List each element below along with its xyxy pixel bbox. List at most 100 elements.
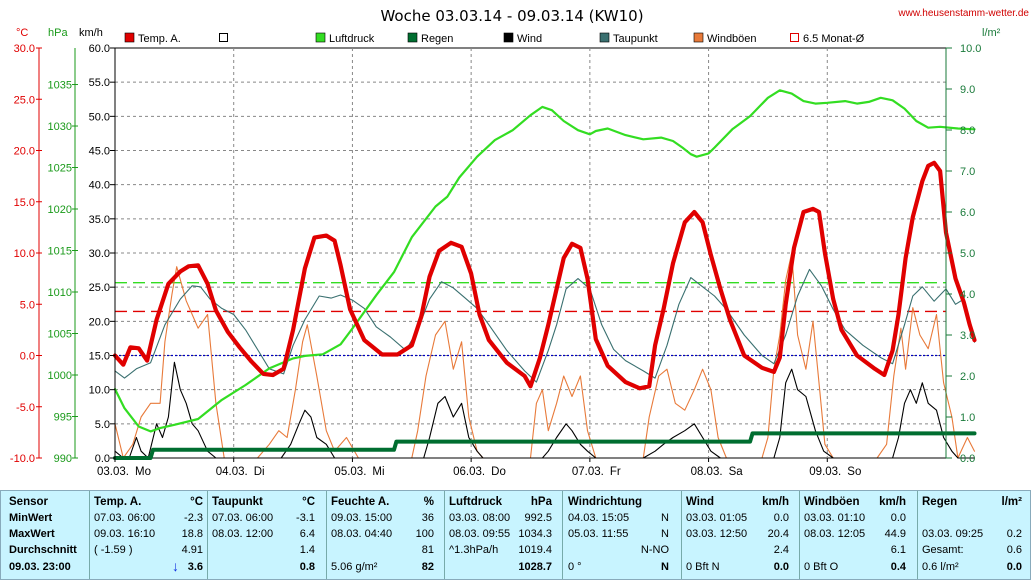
temp-axis-unit: °C — [16, 27, 28, 39]
stats-dew-value: -3.1 — [296, 512, 315, 524]
stats-wind-value: 20.4 — [767, 528, 789, 540]
wind-tick-label: 50.0 — [89, 111, 110, 123]
column-separator — [444, 491, 445, 579]
stats-gust-value: 0.0 — [890, 512, 906, 524]
wind-tick-label: 35.0 — [89, 214, 110, 226]
legend-swatch — [407, 32, 418, 43]
legend: Temp. A. Luftdruck Regen Wind Taupunkt Windbö… — [124, 32, 865, 45]
site-link[interactable]: www.heusenstamm-wetter.de — [897, 8, 1029, 19]
wind-tick-label: 15.0 — [89, 351, 110, 363]
rain-tick-label: 0.0 — [960, 453, 975, 465]
stats-row-label: MaxWert — [9, 528, 55, 540]
stats-gust-header: Windböen — [804, 496, 860, 508]
x-tick-day: 05.03. — [334, 466, 366, 478]
stats-hum-value: 82 — [421, 561, 434, 573]
pressure-tick-label: 1025 — [48, 163, 72, 175]
legend-label: Regen — [421, 33, 453, 45]
stats-press-value: 992.5 — [524, 512, 552, 524]
stats-wdir-time: 04.03. 15:05 — [568, 512, 630, 524]
stats-rain-header: Regen — [922, 496, 958, 508]
stats-dew-value: 0.8 — [299, 561, 315, 573]
pressure-tick-label: 1010 — [48, 287, 72, 299]
x-tick-day: 06.03. — [453, 466, 485, 478]
stats-dew-header: Taupunkt — [212, 496, 263, 508]
stats-wind-time: 03.03. 01:05 — [686, 512, 748, 524]
column-separator — [681, 491, 682, 579]
chart-title: Woche 03.03.14 - 09.03.14 (KW10) — [380, 7, 643, 25]
pressure-tick-label: 1030 — [48, 121, 72, 133]
stats-gust-value: 0.4 — [890, 561, 906, 573]
stats-press-value: 1028.7 — [518, 561, 552, 573]
rain-tick-label: 5.0 — [960, 248, 975, 260]
stats-wdir-value: N — [661, 561, 669, 573]
weather-chart: °C hPa km/h l/m² 30.0 25.0 20.0 15.0 10.0 5.0 0.0 -… — [10, 7, 1030, 478]
stats-hum-unit: % — [423, 496, 434, 508]
legend-swatch — [790, 33, 799, 42]
stats-dew-time: 08.03. 12:00 — [212, 528, 274, 540]
wind-tick-label: 25.0 — [89, 282, 110, 294]
stats-wind-time: 0 Bft N — [686, 561, 720, 573]
legend-swatch — [315, 32, 326, 43]
rain-tick-label: 3.0 — [960, 330, 975, 342]
stats-rain-time: Gesamt: — [922, 544, 964, 556]
rain-tick-label: 9.0 — [960, 84, 975, 96]
stats-temp-value: -2.3 — [184, 512, 203, 524]
wind-tick-label: 10.0 — [89, 385, 110, 397]
rain-tick-label: 2.0 — [960, 371, 975, 383]
stats-rain-time: 0.6 l/m² — [922, 561, 959, 573]
temp-tick-label: 5.0 — [20, 299, 35, 311]
wind-tick-label: 45.0 — [89, 146, 110, 158]
wind-tick-label: 40.0 — [89, 180, 110, 192]
wind-tick-label: 0.0 — [95, 453, 110, 465]
stats-dew-unit: °C — [302, 496, 315, 508]
legend-swatch — [503, 32, 514, 43]
axes-group: °C hPa km/h l/m² 30.0 25.0 20.0 15.0 10.0 5.0 0.0 -… — [10, 27, 1001, 478]
stats-press-header: Luftdruck — [449, 496, 503, 508]
pressure-tick-label: 1005 — [48, 329, 72, 341]
pressure-tick-label: 1020 — [48, 204, 72, 216]
stats-gust-time: 08.03. 12:05 — [804, 528, 866, 540]
stats-dew-time: 07.03. 06:00 — [212, 512, 274, 524]
column-separator — [799, 491, 800, 579]
x-tick-weekday: So — [847, 466, 861, 478]
stats-hum-time: 08.03. 04:40 — [331, 528, 393, 540]
stats-temp-value: 4.91 — [181, 544, 203, 556]
stats-temp-time: 09.03. 16:10 — [94, 528, 156, 540]
wind-tick-label: 20.0 — [89, 316, 110, 328]
stats-temp-header: Temp. A. — [94, 496, 142, 508]
pressure-axis-unit: hPa — [48, 27, 68, 39]
series-luftdruck — [113, 89, 976, 433]
column-separator — [917, 491, 918, 579]
legend-label: Windböen — [707, 33, 757, 45]
stats-rain-value: 0.6 — [1006, 544, 1022, 556]
stats-wdir-time: 05.03. 11:55 — [568, 528, 629, 540]
legend-swatch — [693, 32, 704, 43]
x-tick-day: 08.03. — [691, 466, 723, 478]
stats-hum-header: Feuchte A. — [331, 496, 390, 508]
stats-wdir-value: N — [661, 512, 669, 524]
stats-row-label: Durchschnitt — [9, 544, 77, 556]
stats-gust-value: 6.1 — [890, 544, 906, 556]
stats-gust-value: 44.9 — [884, 528, 906, 540]
x-tick-day: 09.03. — [809, 466, 841, 478]
wind-tick-label: 55.0 — [89, 77, 110, 89]
stats-rain-unit: l/m² — [1001, 496, 1022, 508]
x-tick-weekday: Di — [254, 466, 265, 478]
stats-row-label: 09.03. 23:00 — [9, 561, 71, 573]
stats-row-label: MinWert — [9, 512, 53, 524]
rain-tick-label: 6.0 — [960, 207, 975, 219]
stats-wdir-header: Windrichtung — [568, 496, 642, 508]
stats-wind-value: 0.0 — [773, 512, 789, 524]
stats-wind-header: Wind — [686, 496, 714, 508]
stats-temp-value: 18.8 — [181, 528, 203, 540]
stats-temp-time: ( -1.59 ) — [94, 544, 133, 556]
stats-hum-time: 5.06 g/m² — [331, 561, 378, 573]
series-temp-a- — [112, 160, 977, 391]
grid — [115, 48, 946, 458]
stats-rain-value: 0.2 — [1006, 528, 1022, 540]
stats-press-value: 1034.3 — [518, 528, 552, 540]
stats-temp-value: 3.6 — [187, 561, 203, 573]
column-separator — [326, 491, 327, 579]
stats-wdir-time: 0 ° — [568, 561, 582, 573]
legend-swatch — [219, 33, 228, 42]
